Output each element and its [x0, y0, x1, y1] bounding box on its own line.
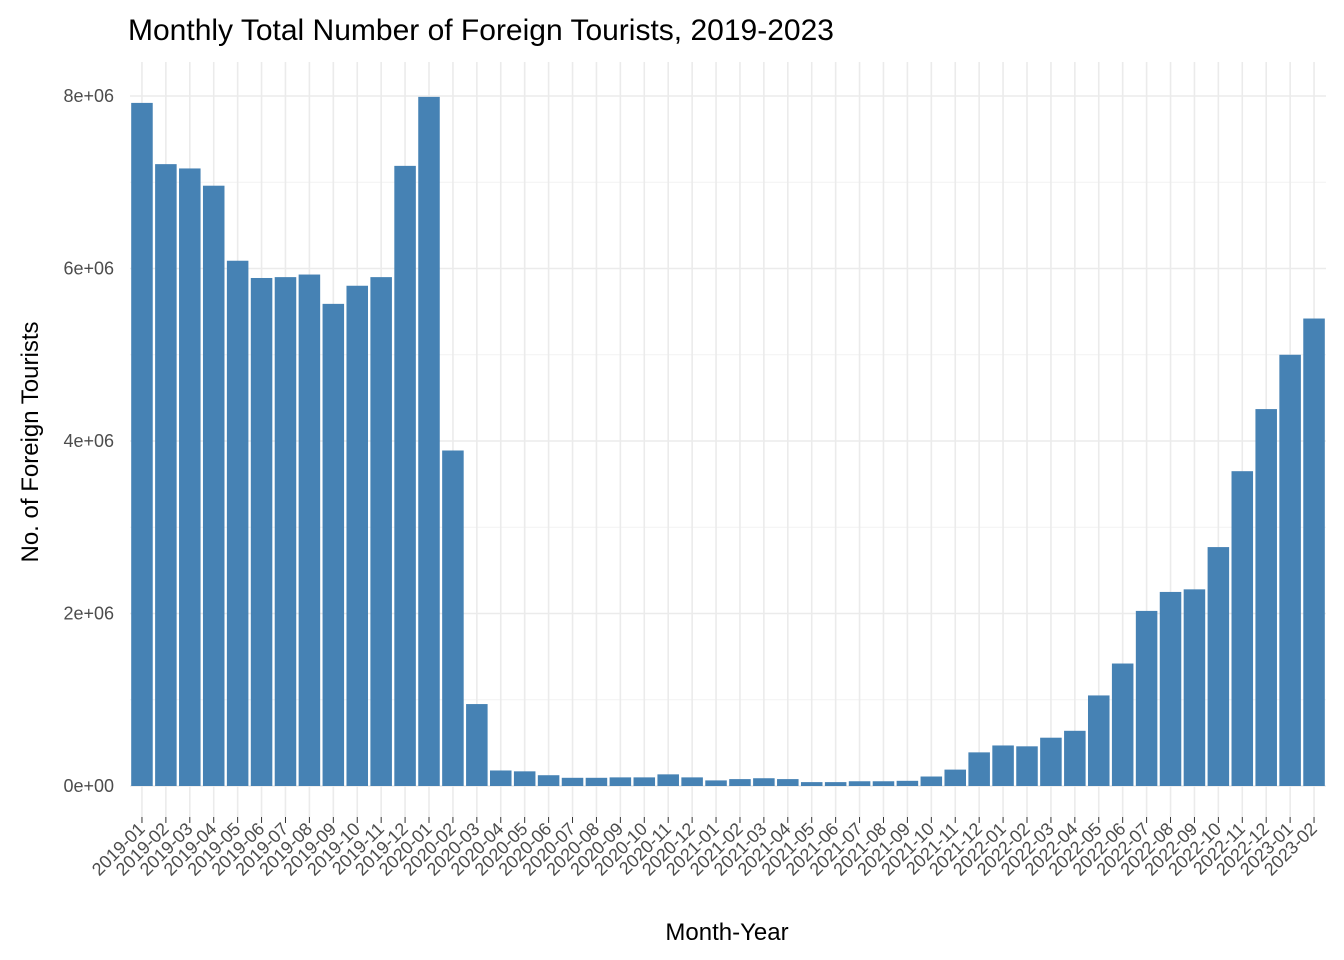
bar: [466, 704, 488, 786]
bar: [370, 277, 392, 786]
x-axis-ticks: 2019-012019-022019-032019-042019-052019-…: [88, 817, 1321, 880]
bar: [1111, 663, 1134, 786]
bar: [585, 777, 608, 786]
y-tick-label: 4e+06: [63, 431, 114, 451]
bar: [250, 277, 273, 786]
bar: [489, 770, 512, 786]
bar: [1303, 318, 1325, 786]
bar: [298, 274, 321, 786]
bar: [848, 781, 871, 786]
bar: [657, 774, 679, 786]
bar: [920, 776, 943, 786]
bar: [705, 780, 727, 786]
bar: [753, 778, 775, 786]
bar: [179, 168, 201, 786]
bars: [131, 96, 1325, 787]
bar: [1135, 610, 1158, 786]
bar: [155, 164, 177, 786]
bar: [777, 779, 799, 786]
bar: [633, 777, 656, 786]
bar: [944, 769, 967, 786]
y-axis-title: No. of Foreign Tourists: [17, 322, 44, 563]
y-axis-ticks: 0e+00 2e+06 4e+06 6e+06 8e+06: [63, 86, 114, 796]
bar: [561, 777, 584, 786]
bar: [537, 775, 560, 786]
bar: [202, 185, 225, 786]
bar: [968, 752, 990, 786]
bar: [442, 450, 464, 786]
y-tick-label: 8e+06: [63, 86, 114, 106]
bar: [992, 745, 1014, 786]
bar: [131, 102, 153, 786]
bar: [824, 782, 847, 786]
y-tick-label: 2e+06: [63, 604, 114, 624]
bar: [513, 771, 536, 786]
y-tick-label: 6e+06: [63, 259, 114, 279]
bar: [1231, 471, 1254, 786]
bar: [800, 782, 823, 786]
x-axis-title: Month-Year: [665, 919, 788, 946]
bar: [418, 96, 440, 787]
chart-title: Monthly Total Number of Foreign Tourists…: [128, 14, 834, 47]
bar: [346, 285, 369, 786]
bar: [274, 277, 297, 786]
bar: [1040, 737, 1062, 786]
bar: [1016, 746, 1038, 786]
bar: [1159, 591, 1182, 786]
bar: [681, 777, 703, 786]
bar: [729, 779, 751, 786]
bar: [1087, 695, 1110, 786]
bar: [1279, 354, 1301, 786]
bar: [1064, 730, 1086, 786]
bar: [322, 303, 345, 786]
bar: [394, 165, 416, 787]
bar: [1255, 409, 1277, 786]
bar: [1183, 589, 1206, 786]
bar: [609, 777, 632, 786]
bar: [226, 260, 249, 786]
bar: [872, 781, 895, 786]
bar: [896, 780, 919, 786]
y-tick-label: 0e+00: [63, 776, 114, 796]
bar: [1207, 547, 1230, 786]
